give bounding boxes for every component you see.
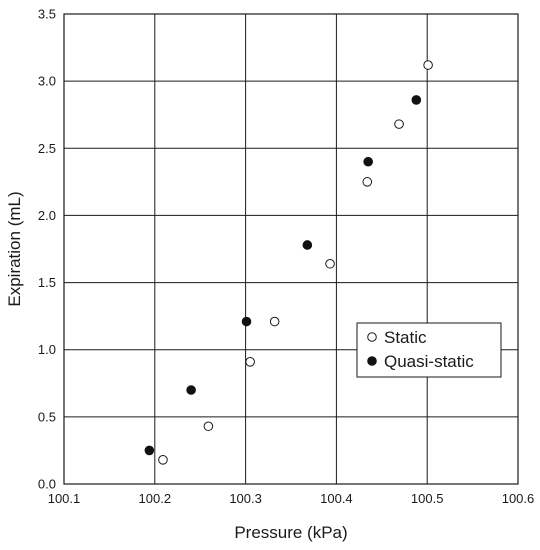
quasi-static-point xyxy=(186,385,196,395)
x-axis-title: Pressure (kPa) xyxy=(234,523,347,542)
y-tick-label: 1.5 xyxy=(38,275,56,290)
static-point xyxy=(203,421,214,432)
grid xyxy=(64,14,518,484)
plot-area xyxy=(63,13,519,485)
y-tick-label: 2.5 xyxy=(38,141,56,156)
y-tick-label: 0.0 xyxy=(38,477,56,492)
static-point xyxy=(394,119,404,129)
x-tick-label: 100.6 xyxy=(502,491,535,506)
legend-label-quasi-static: Quasi-static xyxy=(384,352,474,371)
y-tick-label: 3.5 xyxy=(38,7,56,22)
static-point xyxy=(269,316,280,327)
y-tick-label: 2.0 xyxy=(38,208,56,223)
quasi-static-point xyxy=(241,316,252,327)
static-point xyxy=(325,258,335,269)
x-tick-label: 100.1 xyxy=(48,491,81,506)
legend-marker-static xyxy=(367,332,377,342)
static-point xyxy=(158,455,168,465)
y-tick-label: 1.0 xyxy=(38,342,56,357)
legend-label-static: Static xyxy=(384,328,427,347)
quasi-static-point xyxy=(411,95,422,105)
static-point xyxy=(245,357,255,367)
x-axis-tick-labels: 100.1 100.2 100.3 100.4 100.5 100.6 xyxy=(48,491,535,506)
x-tick-label: 100.3 xyxy=(229,491,262,506)
legend: Static Quasi-static xyxy=(356,322,502,378)
x-tick-label: 100.2 xyxy=(139,491,172,506)
x-tick-label: 100.4 xyxy=(320,491,353,506)
quasi-static-point xyxy=(144,445,155,456)
y-tick-label: 0.5 xyxy=(38,409,56,424)
y-axis-tick-labels: 0.0 0.5 1.0 1.5 2.0 2.5 3.0 3.5 xyxy=(38,7,56,492)
legend-box xyxy=(356,322,502,378)
data-points xyxy=(144,60,433,465)
x-tick-label: 100.5 xyxy=(411,491,444,506)
y-axis-title: Expiration (mL) xyxy=(5,191,24,306)
y-tick-label: 3.0 xyxy=(38,74,56,89)
quasi-static-point xyxy=(302,240,313,250)
legend-marker-quasi-static xyxy=(367,356,377,366)
quasi-static-point xyxy=(363,156,373,167)
static-point xyxy=(362,177,373,187)
static-point xyxy=(423,60,433,70)
